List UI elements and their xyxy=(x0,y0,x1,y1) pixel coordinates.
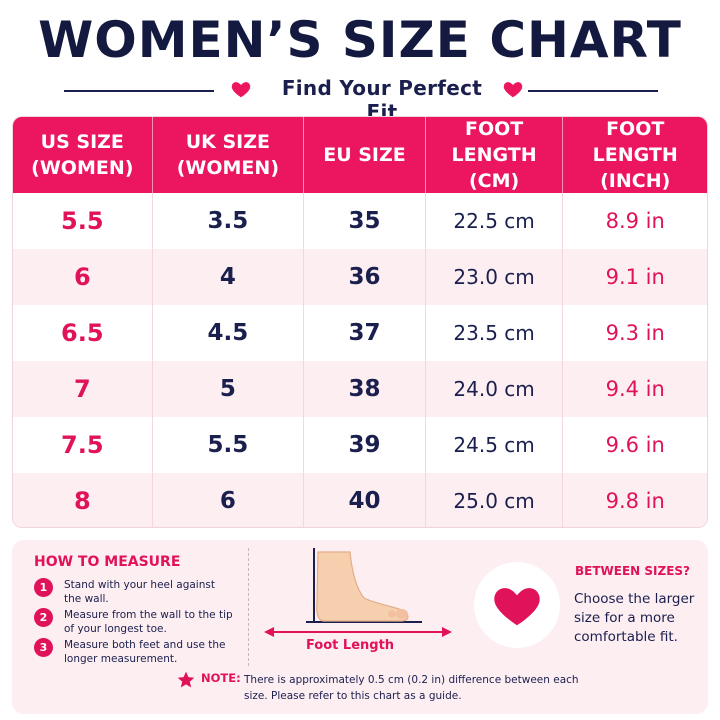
foot-length-cm-cell: 24.0 cm xyxy=(426,361,564,417)
subtitle-row: Find Your Perfect Fit xyxy=(0,74,720,124)
foot-length-inch-cell: 9.3 in xyxy=(605,321,665,345)
between-sizes-title: BETWEEN SIZES? xyxy=(575,564,690,578)
eu-size-cell: 39 xyxy=(304,417,426,473)
foot-length-inch-cell: 9.6 in xyxy=(605,433,665,457)
us-size-cell: 7 xyxy=(13,361,153,417)
eu-size-cell: 35 xyxy=(304,193,426,249)
heart-icon xyxy=(494,588,540,626)
divider-right xyxy=(528,90,658,92)
step-text: Stand with your heel against the wall. xyxy=(64,579,215,605)
between-sizes-text: Choose the larger size for a more comfor… xyxy=(574,591,695,645)
us-size-cell: 7.5 xyxy=(13,417,153,473)
uk-size-cell: 5.5 xyxy=(153,417,305,473)
foot-length-cm-cell: 22.5 cm xyxy=(426,193,564,249)
column-header: FOOT LENGTH (INCH) xyxy=(592,118,678,192)
page-title: WOMEN’S SIZE CHART xyxy=(38,11,682,69)
step-text: Measure both feet and use the longer mea… xyxy=(64,639,226,665)
uk-size-cell: 5 xyxy=(153,361,305,417)
us-size-cell: 6.5 xyxy=(13,305,153,361)
eu-size-cell: 38 xyxy=(304,361,426,417)
foot-length-label: Foot Length xyxy=(304,638,396,653)
step-text: Measure from the wall to the tip of your… xyxy=(64,609,233,635)
eu-size-cell: 36 xyxy=(304,249,426,305)
table-row: 7.5 5.5 39 24.5 cm 9.6 in xyxy=(13,417,707,473)
table-row: 7 5 38 24.0 cm 9.4 in xyxy=(13,361,707,417)
page-subtitle: Find Your Perfect Fit xyxy=(281,76,483,124)
foot-length-inch-cell: 8.9 in xyxy=(605,209,665,233)
foot-length-cm-cell: 25.0 cm xyxy=(426,473,564,527)
table-row: 5.5 3.5 35 22.5 cm 8.9 in xyxy=(13,193,707,249)
star-icon xyxy=(177,671,195,688)
step-number: 3 xyxy=(34,638,53,657)
us-size-cell: 8 xyxy=(13,473,153,527)
info-panel: HOW TO MEASURE 1 Stand with your heel ag… xyxy=(12,540,708,714)
us-size-cell: 6 xyxy=(13,249,153,305)
uk-size-cell: 4 xyxy=(153,249,305,305)
size-table: US SIZE (WOMEN) UK SIZE (WOMEN) EU SIZE … xyxy=(12,116,708,528)
foot-length-inch-cell: 9.4 in xyxy=(605,377,665,401)
table-row: 6 4 36 23.0 cm 9.1 in xyxy=(13,249,707,305)
table-row: 8 6 40 25.0 cm 9.8 in xyxy=(13,473,707,527)
eu-size-cell: 40 xyxy=(304,473,426,527)
divider-left xyxy=(64,90,214,92)
table-row: 6.5 4.5 37 23.5 cm 9.3 in xyxy=(13,305,707,361)
uk-size-cell: 4.5 xyxy=(153,305,305,361)
foot-length-inch-cell: 9.8 in xyxy=(605,489,665,513)
note-text: There is approximately 0.5 cm (0.2 in) d… xyxy=(244,674,579,702)
uk-size-cell: 6 xyxy=(153,473,305,527)
foot-length-cm-cell: 23.5 cm xyxy=(426,305,564,361)
foot-icon xyxy=(264,548,452,637)
how-to-measure-title: HOW TO MEASURE xyxy=(34,554,181,570)
column-header: US SIZE (WOMEN) xyxy=(13,117,153,193)
heart-icon xyxy=(231,82,251,98)
table-header: US SIZE (WOMEN) UK SIZE (WOMEN) EU SIZE … xyxy=(13,117,707,193)
dashed-divider xyxy=(248,548,249,666)
note-label: NOTE: xyxy=(201,671,241,685)
foot-length-cm-cell: 23.0 cm xyxy=(426,249,564,305)
column-header: UK SIZE (WOMEN) xyxy=(153,117,305,193)
uk-size-cell: 3.5 xyxy=(153,193,305,249)
heart-badge xyxy=(474,562,560,648)
heart-icon xyxy=(503,82,523,98)
foot-length-cm-cell: 24.5 cm xyxy=(426,417,564,473)
step-number: 2 xyxy=(34,608,53,627)
eu-size-cell: 37 xyxy=(304,305,426,361)
column-header: FOOT LENGTH (CM) xyxy=(426,117,564,193)
us-size-cell: 5.5 xyxy=(13,193,153,249)
foot-length-inch-cell: 9.1 in xyxy=(605,265,665,289)
step-number: 1 xyxy=(34,578,53,597)
column-header: EU SIZE xyxy=(304,117,426,193)
